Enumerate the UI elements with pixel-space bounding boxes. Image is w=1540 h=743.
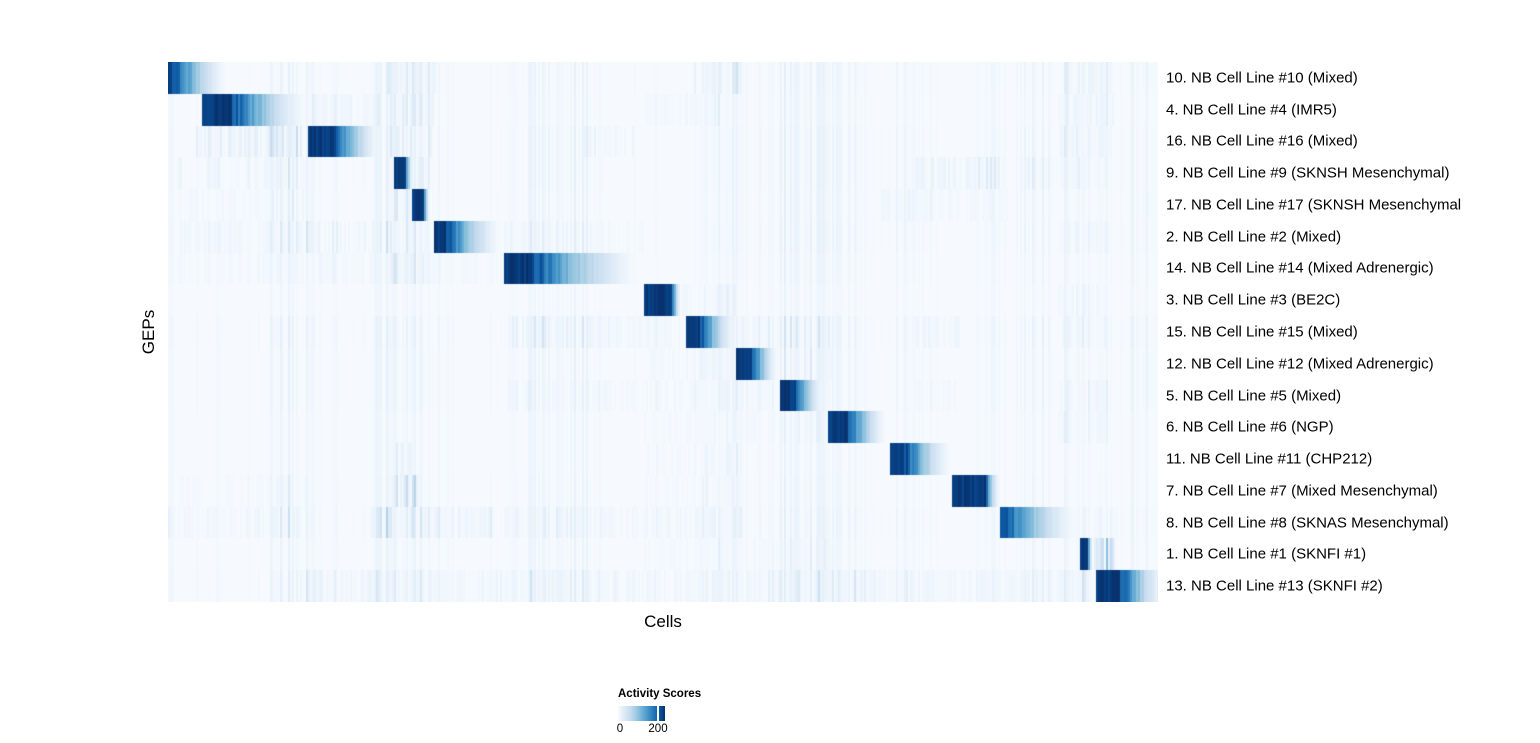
row-label: 7. NB Cell Line #7 (Mixed Mesenchymal) [1166,482,1438,500]
row-label: 8. NB Cell Line #8 (SKNAS Mesenchymal) [1166,514,1449,532]
legend-tick-labels: 0 200 [616,722,668,737]
row-label: 3. NB Cell Line #3 (BE2C) [1166,291,1341,309]
legend: Activity Scores 0 200 [616,688,738,737]
heatmap-canvas [168,62,1158,602]
row-label: 9. NB Cell Line #9 (SKNSH Mesenchymal) [1166,164,1450,182]
legend-colorbar [618,705,665,721]
x-axis-label: Cells [644,612,682,631]
row-label: 17. NB Cell Line #17 (SKNSH Mesenchymal [1166,196,1462,214]
legend-tick-200: 200 [648,722,668,735]
row-label: 14. NB Cell Line #14 (Mixed Adrenergic) [1166,259,1434,277]
row-label: 12. NB Cell Line #12 (Mixed Adrenergic) [1166,355,1434,373]
row-label: 10. NB Cell Line #10 (Mixed) [1166,69,1358,87]
row-label: 13. NB Cell Line #13 (SKNFI #2) [1166,577,1383,595]
row-label: 16. NB Cell Line #16 (Mixed) [1166,132,1358,150]
row-label: 11. NB Cell Line #11 (CHP212) [1166,450,1373,468]
y-axis-label: GEPs [139,309,158,355]
row-label: 5. NB Cell Line #5 (Mixed) [1166,387,1342,405]
row-label: 15. NB Cell Line #15 (Mixed) [1166,323,1358,341]
legend-tick-mark [657,705,659,721]
legend-title: Activity Scores [618,688,702,700]
row-label: 6. NB Cell Line #6 (NGP) [1166,418,1334,436]
row-label: 4. NB Cell Line #4 (IMR5) [1166,101,1337,119]
row-label: 1. NB Cell Line #1 (SKNFI #1) [1166,545,1367,563]
row-label: 2. NB Cell Line #2 (Mixed) [1166,228,1342,246]
legend-tick-0: 0 [616,722,624,735]
